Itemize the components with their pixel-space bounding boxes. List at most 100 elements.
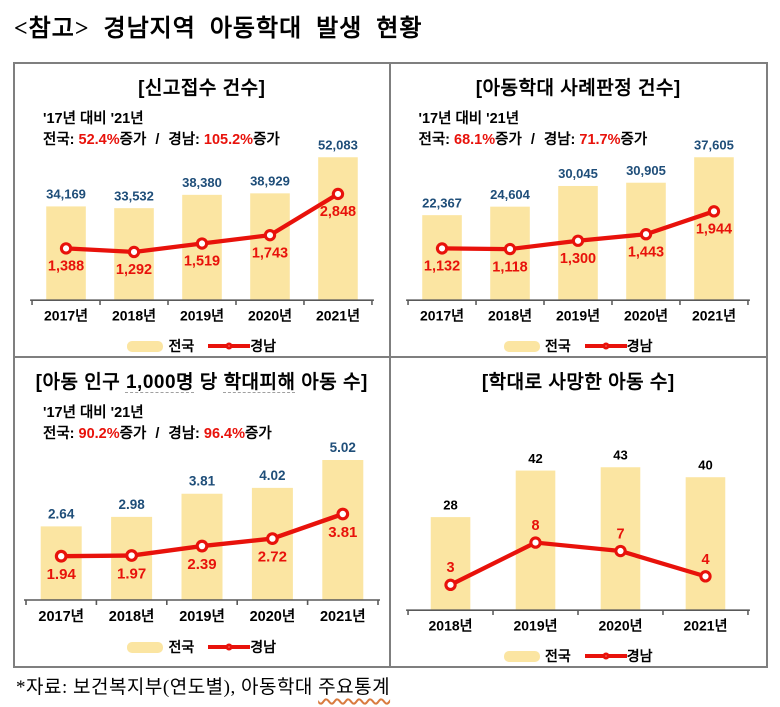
page-title: <참고> 경남지역 아동학대 발생 현황	[14, 16, 423, 42]
svg-text:1,132: 1,132	[424, 259, 460, 275]
svg-text:52,083: 52,083	[318, 138, 358, 153]
national-suffix: 증가	[495, 131, 522, 148]
gyeongnam-pct: 71.7%	[579, 131, 621, 148]
legend: 전국 경남	[127, 336, 276, 356]
charts-grid: [신고접수 건수] '17년 대비 '21년 전국: 52.4%증가 / 경남: 105…	[13, 62, 768, 668]
comparison-annotation: '17년 대비 '21년 전국: 90.2%증가 / 경남: 96.4%증가	[43, 403, 272, 444]
national-label: 전국:	[43, 131, 75, 148]
svg-text:38,929: 38,929	[250, 174, 290, 189]
legend-national-label: 전국	[544, 338, 571, 354]
svg-text:33,532: 33,532	[114, 188, 154, 203]
svg-text:2.39: 2.39	[187, 556, 216, 573]
legend-gyeongnam-label: 경남	[250, 338, 277, 354]
svg-text:43: 43	[613, 448, 627, 463]
svg-text:2018년: 2018년	[109, 608, 155, 625]
legend-gyeongnam-label: 경남	[626, 648, 653, 664]
svg-text:30,905: 30,905	[626, 163, 666, 178]
svg-text:2021년: 2021년	[684, 617, 728, 633]
chart-title: [신고접수 건수]	[138, 78, 266, 99]
svg-text:2.72: 2.72	[258, 549, 287, 566]
svg-text:1.97: 1.97	[117, 566, 146, 583]
svg-text:42: 42	[529, 451, 543, 466]
legend-gyeongnam-label: 경남	[626, 338, 653, 354]
comparison-period: '17년 대비 '21년	[418, 111, 520, 127]
source-note-text: *자료: 보건복지부(연도별), 아동학대	[16, 677, 319, 698]
svg-text:2018년: 2018년	[112, 307, 156, 323]
chart-title: [학대로 사망한 아동 수]	[481, 372, 675, 393]
svg-text:3.81: 3.81	[189, 474, 216, 489]
svg-text:2019년: 2019년	[179, 608, 225, 625]
svg-text:2020년: 2020년	[599, 617, 643, 633]
gyeongnam-line-swatch	[584, 652, 627, 660]
national-pct: 68.1%	[454, 131, 496, 148]
gyeongnam-suffix: 증가	[620, 131, 648, 148]
national-suffix: 증가	[119, 131, 147, 148]
svg-text:7: 7	[617, 526, 625, 542]
gyeongnam-line-swatch	[208, 643, 251, 651]
svg-text:2019년: 2019년	[556, 307, 600, 323]
svg-text:2020년: 2020년	[248, 307, 292, 323]
gyeongnam-label: 경남:	[543, 131, 576, 148]
marker-dot-icon	[602, 652, 610, 660]
svg-text:2,848: 2,848	[320, 204, 356, 220]
national-pct: 90.2%	[78, 425, 120, 442]
national-bar-swatch	[127, 340, 164, 352]
source-note: *자료: 보건복지부(연도별), 아동학대 주요통계	[16, 672, 390, 699]
chart-canvas: 28 42 43 40 2018년 2019년 2020년 2021년 3 8 7 4	[406, 448, 751, 633]
chart-canvas: 34,169 33,532 38,380 38,929 52,083 2017년 2018년…	[29, 138, 374, 323]
svg-text:2017년: 2017년	[44, 307, 88, 323]
svg-text:37,605: 37,605	[694, 138, 734, 153]
national-bar-swatch	[503, 340, 540, 352]
svg-text:1,292: 1,292	[116, 262, 152, 278]
svg-text:2020년: 2020년	[249, 608, 295, 625]
svg-text:2.64: 2.64	[48, 506, 75, 521]
svg-text:4: 4	[702, 552, 710, 568]
legend: 전국 경남	[503, 336, 653, 356]
gyeongnam-suffix: 증가	[253, 131, 280, 148]
gyeongnam-line-swatch	[208, 342, 251, 350]
national-pct: 52.4%	[78, 131, 120, 148]
national-bar-swatch	[503, 650, 540, 662]
source-note-underlined: 주요통계	[318, 677, 391, 698]
comparison-values: 전국: 52.4%증가 / 경남: 105.2%증가	[43, 130, 280, 151]
chart-canvas: 22,367 24,604 30,045 30,905 37,605 2017년 2018년…	[406, 138, 751, 323]
svg-text:2020년: 2020년	[624, 307, 668, 323]
svg-text:1,300: 1,300	[560, 251, 596, 267]
svg-text:4.02: 4.02	[259, 468, 285, 483]
gyeongnam-label: 경남:	[168, 131, 200, 148]
legend: 전국 경남	[503, 646, 653, 666]
comparison-annotation: '17년 대비 '21년 전국: 68.1%증가 / 경남: 71.7%증가	[419, 109, 648, 150]
svg-text:2021년: 2021년	[316, 307, 360, 323]
svg-text:2.98: 2.98	[118, 497, 145, 512]
svg-text:1,118: 1,118	[493, 259, 528, 275]
svg-text:3.81: 3.81	[328, 524, 357, 541]
comparison-period: '17년 대비 '21년	[43, 405, 144, 421]
national-label: 전국:	[418, 131, 451, 148]
chart-title: [아동학대 사례판정 건수]	[475, 78, 681, 99]
svg-text:2021년: 2021년	[320, 608, 366, 625]
gyeongnam-suffix: 증가	[245, 425, 272, 442]
gyeongnam-label: 경남:	[168, 425, 200, 442]
comparison-values: 전국: 68.1%증가 / 경남: 71.7%증가	[419, 130, 648, 151]
legend-national-label: 전국	[168, 639, 195, 655]
svg-text:1,944: 1,944	[696, 222, 732, 238]
divider: /	[530, 131, 535, 148]
svg-text:1,743: 1,743	[252, 245, 288, 261]
national-label: 전국:	[43, 425, 75, 442]
marker-dot-icon	[225, 342, 233, 350]
national-bar-swatch	[127, 641, 164, 653]
gyeongnam-pct: 96.4%	[203, 425, 245, 442]
svg-text:28: 28	[444, 497, 458, 512]
svg-text:1.94: 1.94	[46, 566, 76, 583]
panel-case-decisions: [아동학대 사례판정 건수] '17년 대비 '21년 전국: 68.1%증가 / 경…	[390, 64, 766, 358]
svg-text:30,045: 30,045	[558, 166, 598, 181]
svg-text:2017년: 2017년	[38, 608, 84, 625]
svg-text:40: 40	[698, 457, 712, 472]
svg-text:38,380: 38,380	[182, 175, 222, 190]
gyeongnam-line-swatch	[584, 342, 627, 350]
svg-text:2019년: 2019년	[180, 307, 224, 323]
marker-dot-icon	[225, 643, 233, 651]
legend-national-label: 전국	[168, 338, 195, 354]
divider: /	[155, 425, 160, 442]
svg-text:2018년: 2018년	[429, 617, 473, 633]
